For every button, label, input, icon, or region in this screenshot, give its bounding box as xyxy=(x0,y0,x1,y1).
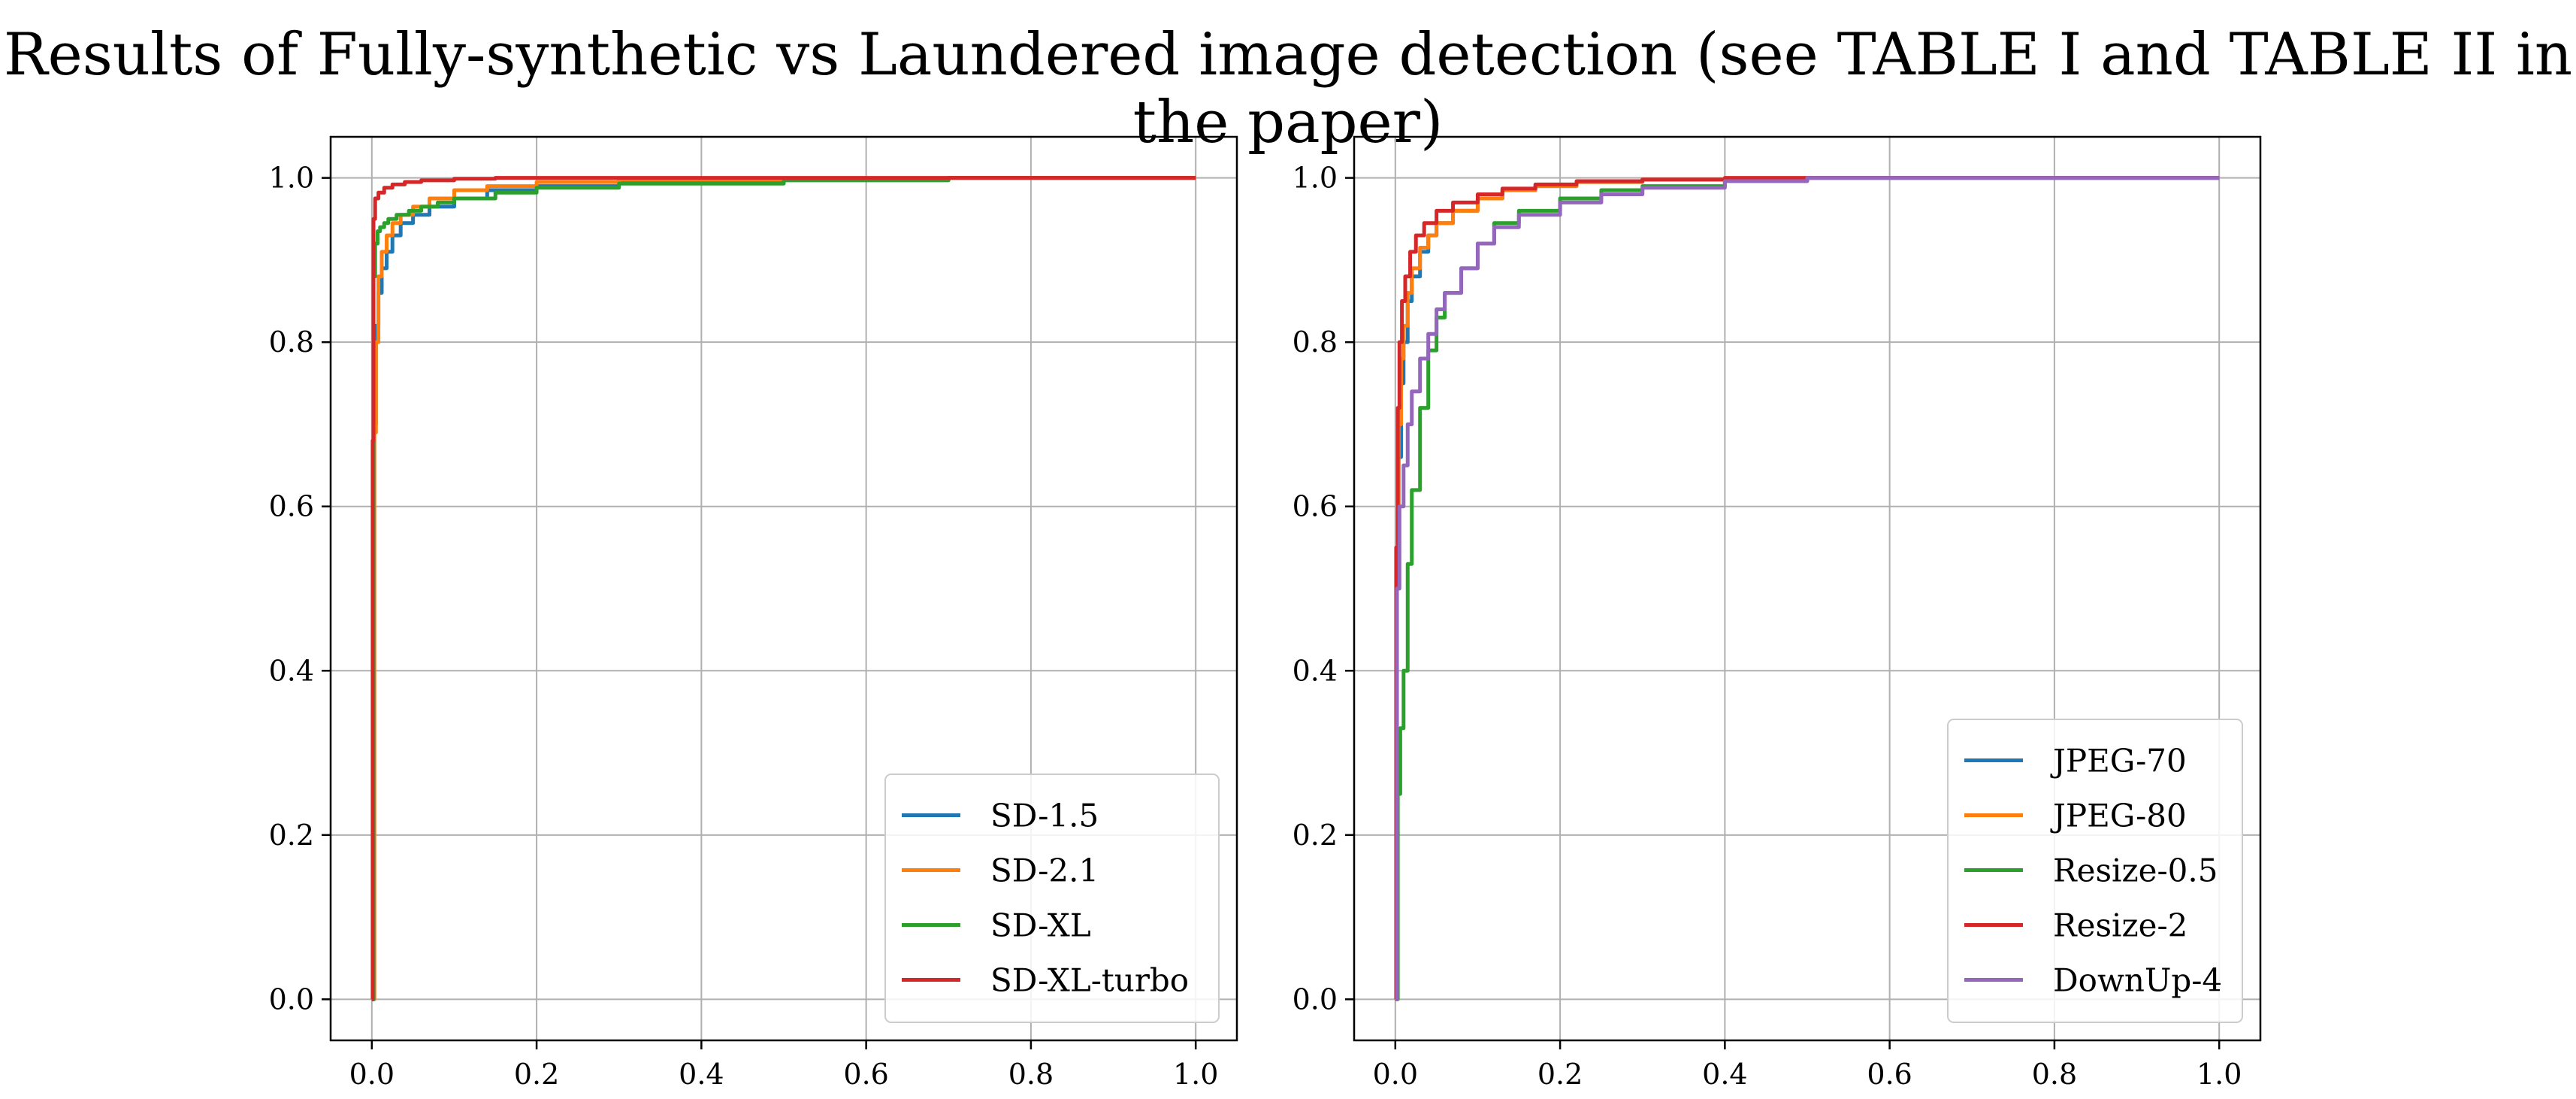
series-lines xyxy=(370,176,1196,1001)
legend-label: JPEG-80 xyxy=(2050,798,2187,834)
legend-label: SD-XL-turbo xyxy=(990,962,1189,999)
y-tick-label: 0.8 xyxy=(1293,325,1338,359)
x-tick-label: 0.0 xyxy=(349,1058,395,1091)
y-tick-label: 0.2 xyxy=(269,819,314,852)
right-roc-panel: 0.0 0.2 0.4 0.6 0.8 1.0 0.0 0.2 0.4 0.6 0.8 1.0 JPEG… xyxy=(1293,135,2262,1091)
x-tick-label: 0.6 xyxy=(843,1058,888,1091)
legend-box xyxy=(1947,719,2243,1023)
series-line-resize-2 xyxy=(1394,176,2220,1001)
tick-labels: 0.0 0.2 0.4 0.6 0.8 1.0 0.0 0.2 0.4 0.6 0.8 1.0 xyxy=(269,162,1219,1091)
left-roc-panel: 0.0 0.2 0.4 0.6 0.8 1.0 0.0 0.2 0.4 0.6 0.8 1.0 SD-1… xyxy=(269,135,1238,1091)
legend-item: Resize-0.5 xyxy=(1964,852,2218,889)
legend-label: SD-XL xyxy=(990,907,1091,944)
y-tick-label: 0.4 xyxy=(269,654,314,687)
legend-label: SD-2.1 xyxy=(990,852,1099,889)
tick-labels: 0.0 0.2 0.4 0.6 0.8 1.0 0.0 0.2 0.4 0.6 0.8 1.0 xyxy=(1293,162,2242,1091)
legend-label: Resize-0.5 xyxy=(2053,852,2218,889)
y-tick-label: 0.8 xyxy=(269,325,314,359)
y-tick-label: 0.0 xyxy=(1293,982,1338,1016)
legend-item: JPEG-70 xyxy=(1964,743,2187,780)
legend-item: DownUp-4 xyxy=(1964,962,2222,999)
y-tick-label: 0.4 xyxy=(1293,654,1338,687)
x-tick-label: 0.2 xyxy=(1537,1058,1583,1091)
legend-label: SD-1.5 xyxy=(990,798,1099,834)
y-tick-label: 0.0 xyxy=(269,982,314,1016)
y-tick-label: 1.0 xyxy=(1293,162,1338,195)
x-tick-label: 0.4 xyxy=(679,1058,724,1091)
series-line-downup-4 xyxy=(1395,176,2220,1001)
legend-label: JPEG-70 xyxy=(2050,743,2187,780)
x-tick-label: 0.8 xyxy=(2032,1058,2077,1091)
series-line-sd-xl-turbo xyxy=(370,176,1196,1001)
legend-label: DownUp-4 xyxy=(2053,962,2222,999)
y-tick-label: 1.0 xyxy=(269,162,314,195)
legend-box xyxy=(884,774,1220,1023)
y-tick-label: 0.2 xyxy=(1293,819,1338,852)
x-tick-label: 1.0 xyxy=(2197,1058,2242,1091)
legend: JPEG-70 JPEG-80 Resize-0.5 Resize-2 DownUp-4 xyxy=(1947,719,2243,1023)
x-tick-label: 0.0 xyxy=(1373,1058,1418,1091)
y-tick-label: 0.6 xyxy=(1293,490,1338,523)
legend-item: SD-XL xyxy=(902,907,1091,944)
series-lines xyxy=(1394,176,2220,1001)
figure-title: Results of Fully-synthetic vs Laundered … xyxy=(3,21,2573,156)
series-line-sd-xl xyxy=(371,176,1196,1001)
x-tick-label: 0.4 xyxy=(1702,1058,1747,1091)
axes-frame xyxy=(329,135,1238,1042)
legend-item: Resize-2 xyxy=(1964,907,2187,944)
legend: SD-1.5 SD-2.1 SD-XL SD-XL-turbo xyxy=(884,774,1220,1023)
x-tick-label: 0.6 xyxy=(1867,1058,1912,1091)
x-tick-label: 0.2 xyxy=(514,1058,559,1091)
legend-label: Resize-2 xyxy=(2053,907,2187,944)
legend-item: JPEG-80 xyxy=(1964,798,2187,834)
x-tick-label: 1.0 xyxy=(1173,1058,1218,1091)
x-tick-label: 0.8 xyxy=(1008,1058,1054,1091)
legend-item: SD-1.5 xyxy=(902,798,1099,834)
y-tick-label: 0.6 xyxy=(269,490,314,523)
legend-item: SD-2.1 xyxy=(902,852,1099,889)
axes-frame xyxy=(1353,135,2262,1042)
legend-item: SD-XL-turbo xyxy=(902,962,1189,999)
